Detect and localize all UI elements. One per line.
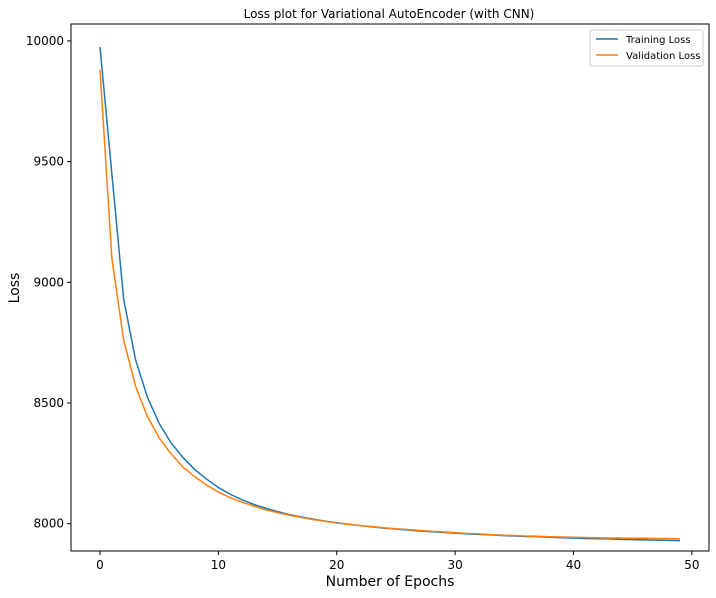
x-tick-label: 10: [211, 558, 226, 572]
y-axis: 8000 8500 9000 9500 10000: [26, 34, 71, 531]
legend: Training Loss Validation Loss: [589, 29, 704, 67]
x-axis: 0 10 20 30 40 50: [96, 551, 699, 572]
y-tick-label: 10000: [26, 34, 64, 48]
x-axis-title: Number of Epochs: [326, 574, 455, 590]
x-tick-label: 20: [329, 558, 344, 572]
y-tick-label: 8500: [33, 396, 64, 410]
x-tick-label: 50: [684, 558, 699, 572]
series-line-training-loss: [99, 46, 681, 542]
legend-box: [589, 29, 704, 67]
x-tick-label: 0: [96, 558, 104, 572]
legend-label-training: Training Loss: [625, 35, 691, 46]
y-tick-label: 8000: [33, 517, 64, 531]
series-layer: [99, 46, 681, 542]
chart-title: Loss plot for Variational AutoEncoder (w…: [244, 7, 535, 21]
y-tick-label: 9000: [33, 275, 64, 289]
legend-label-validation: Validation Loss: [626, 51, 701, 62]
y-axis-title: Loss: [7, 273, 23, 304]
x-tick-label: 40: [566, 558, 581, 572]
x-tick-label: 30: [447, 558, 462, 572]
series-line-validation-loss: [99, 69, 681, 540]
plot-frame: [70, 23, 710, 552]
y-tick-label: 9500: [33, 155, 64, 169]
